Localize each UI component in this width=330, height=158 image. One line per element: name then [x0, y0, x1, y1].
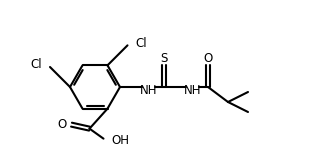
Text: NH: NH [140, 83, 158, 97]
Text: Cl: Cl [136, 37, 147, 50]
Text: O: O [203, 52, 213, 64]
Text: Cl: Cl [30, 58, 42, 72]
Text: OH: OH [112, 134, 129, 147]
Text: S: S [160, 52, 168, 64]
Text: NH: NH [184, 83, 202, 97]
Text: O: O [57, 118, 67, 131]
